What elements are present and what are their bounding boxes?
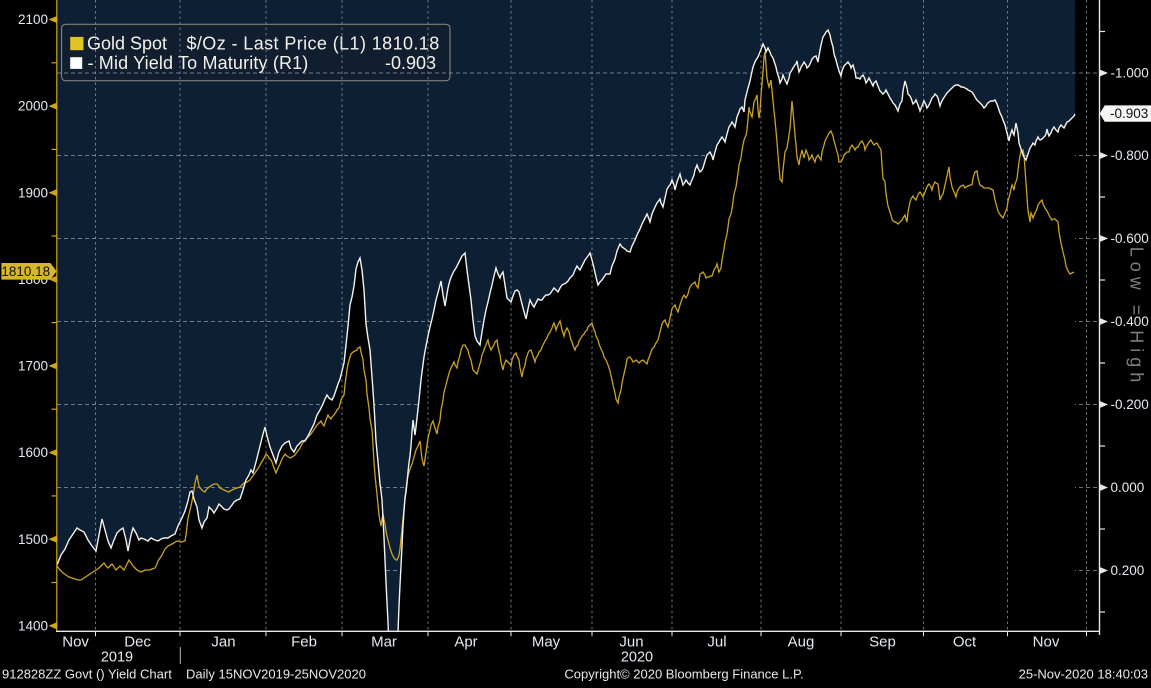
svg-text:25-Nov-2020 18:40:03: 25-Nov-2020 18:40:03 [1019,667,1148,682]
svg-text:Jan: Jan [211,634,235,651]
svg-text:912828ZZ Govt () Yield Chart: 912828ZZ Govt () Yield Chart [2,667,172,682]
svg-text:2100: 2100 [18,12,48,27]
svg-text:$/Oz - Last Price (L1) 1810.18: $/Oz - Last Price (L1) 1810.18 [187,33,440,53]
svg-text:-0.800: -0.800 [1111,148,1149,163]
svg-text:Aug: Aug [788,634,815,651]
svg-text:2019: 2019 [101,649,133,665]
svg-text:1900: 1900 [18,185,48,200]
svg-text:0.200: 0.200 [1111,563,1145,578]
svg-text:0.000: 0.000 [1111,480,1145,495]
svg-text:-0.400: -0.400 [1111,314,1149,329]
svg-text:Gold Spot: Gold Spot [87,33,167,53]
svg-text:Sep: Sep [869,634,896,651]
svg-text:-0.200: -0.200 [1111,397,1149,412]
svg-text:Oct: Oct [953,634,977,651]
svg-text:1600: 1600 [18,445,48,460]
svg-text:Nov: Nov [1033,634,1060,651]
svg-text:Dec: Dec [124,634,151,651]
svg-text:1400: 1400 [18,618,48,633]
svg-text:Jun: Jun [619,634,643,651]
svg-text:Low = High: Low = High [1127,247,1147,388]
svg-text:Mar: Mar [371,634,397,651]
svg-text:2000: 2000 [18,99,48,114]
svg-text:Daily 15NOV2019-25NOV2020: Daily 15NOV2019-25NOV2020 [186,667,366,682]
svg-text:Apr: Apr [454,634,477,651]
svg-text:-0.903: -0.903 [385,53,436,73]
svg-text:Jul: Jul [707,634,726,651]
svg-text:2020: 2020 [621,649,653,665]
svg-text:-1.000: -1.000 [1111,66,1149,81]
svg-text:1810.18: 1810.18 [1,264,50,279]
svg-text:Feb: Feb [291,634,317,651]
svg-text:Copyright© 2020 Bloomberg Fina: Copyright© 2020 Bloomberg Finance L.P. [564,667,803,682]
svg-text:May: May [532,634,561,651]
svg-text:1500: 1500 [18,532,48,547]
svg-text:-0.600: -0.600 [1111,231,1149,246]
svg-text:-0.903: -0.903 [1110,106,1148,121]
svg-text:Nov: Nov [62,634,89,651]
svg-text:- Mid Yield To Maturity (R1): - Mid Yield To Maturity (R1) [88,53,309,73]
svg-text:1700: 1700 [18,359,48,374]
